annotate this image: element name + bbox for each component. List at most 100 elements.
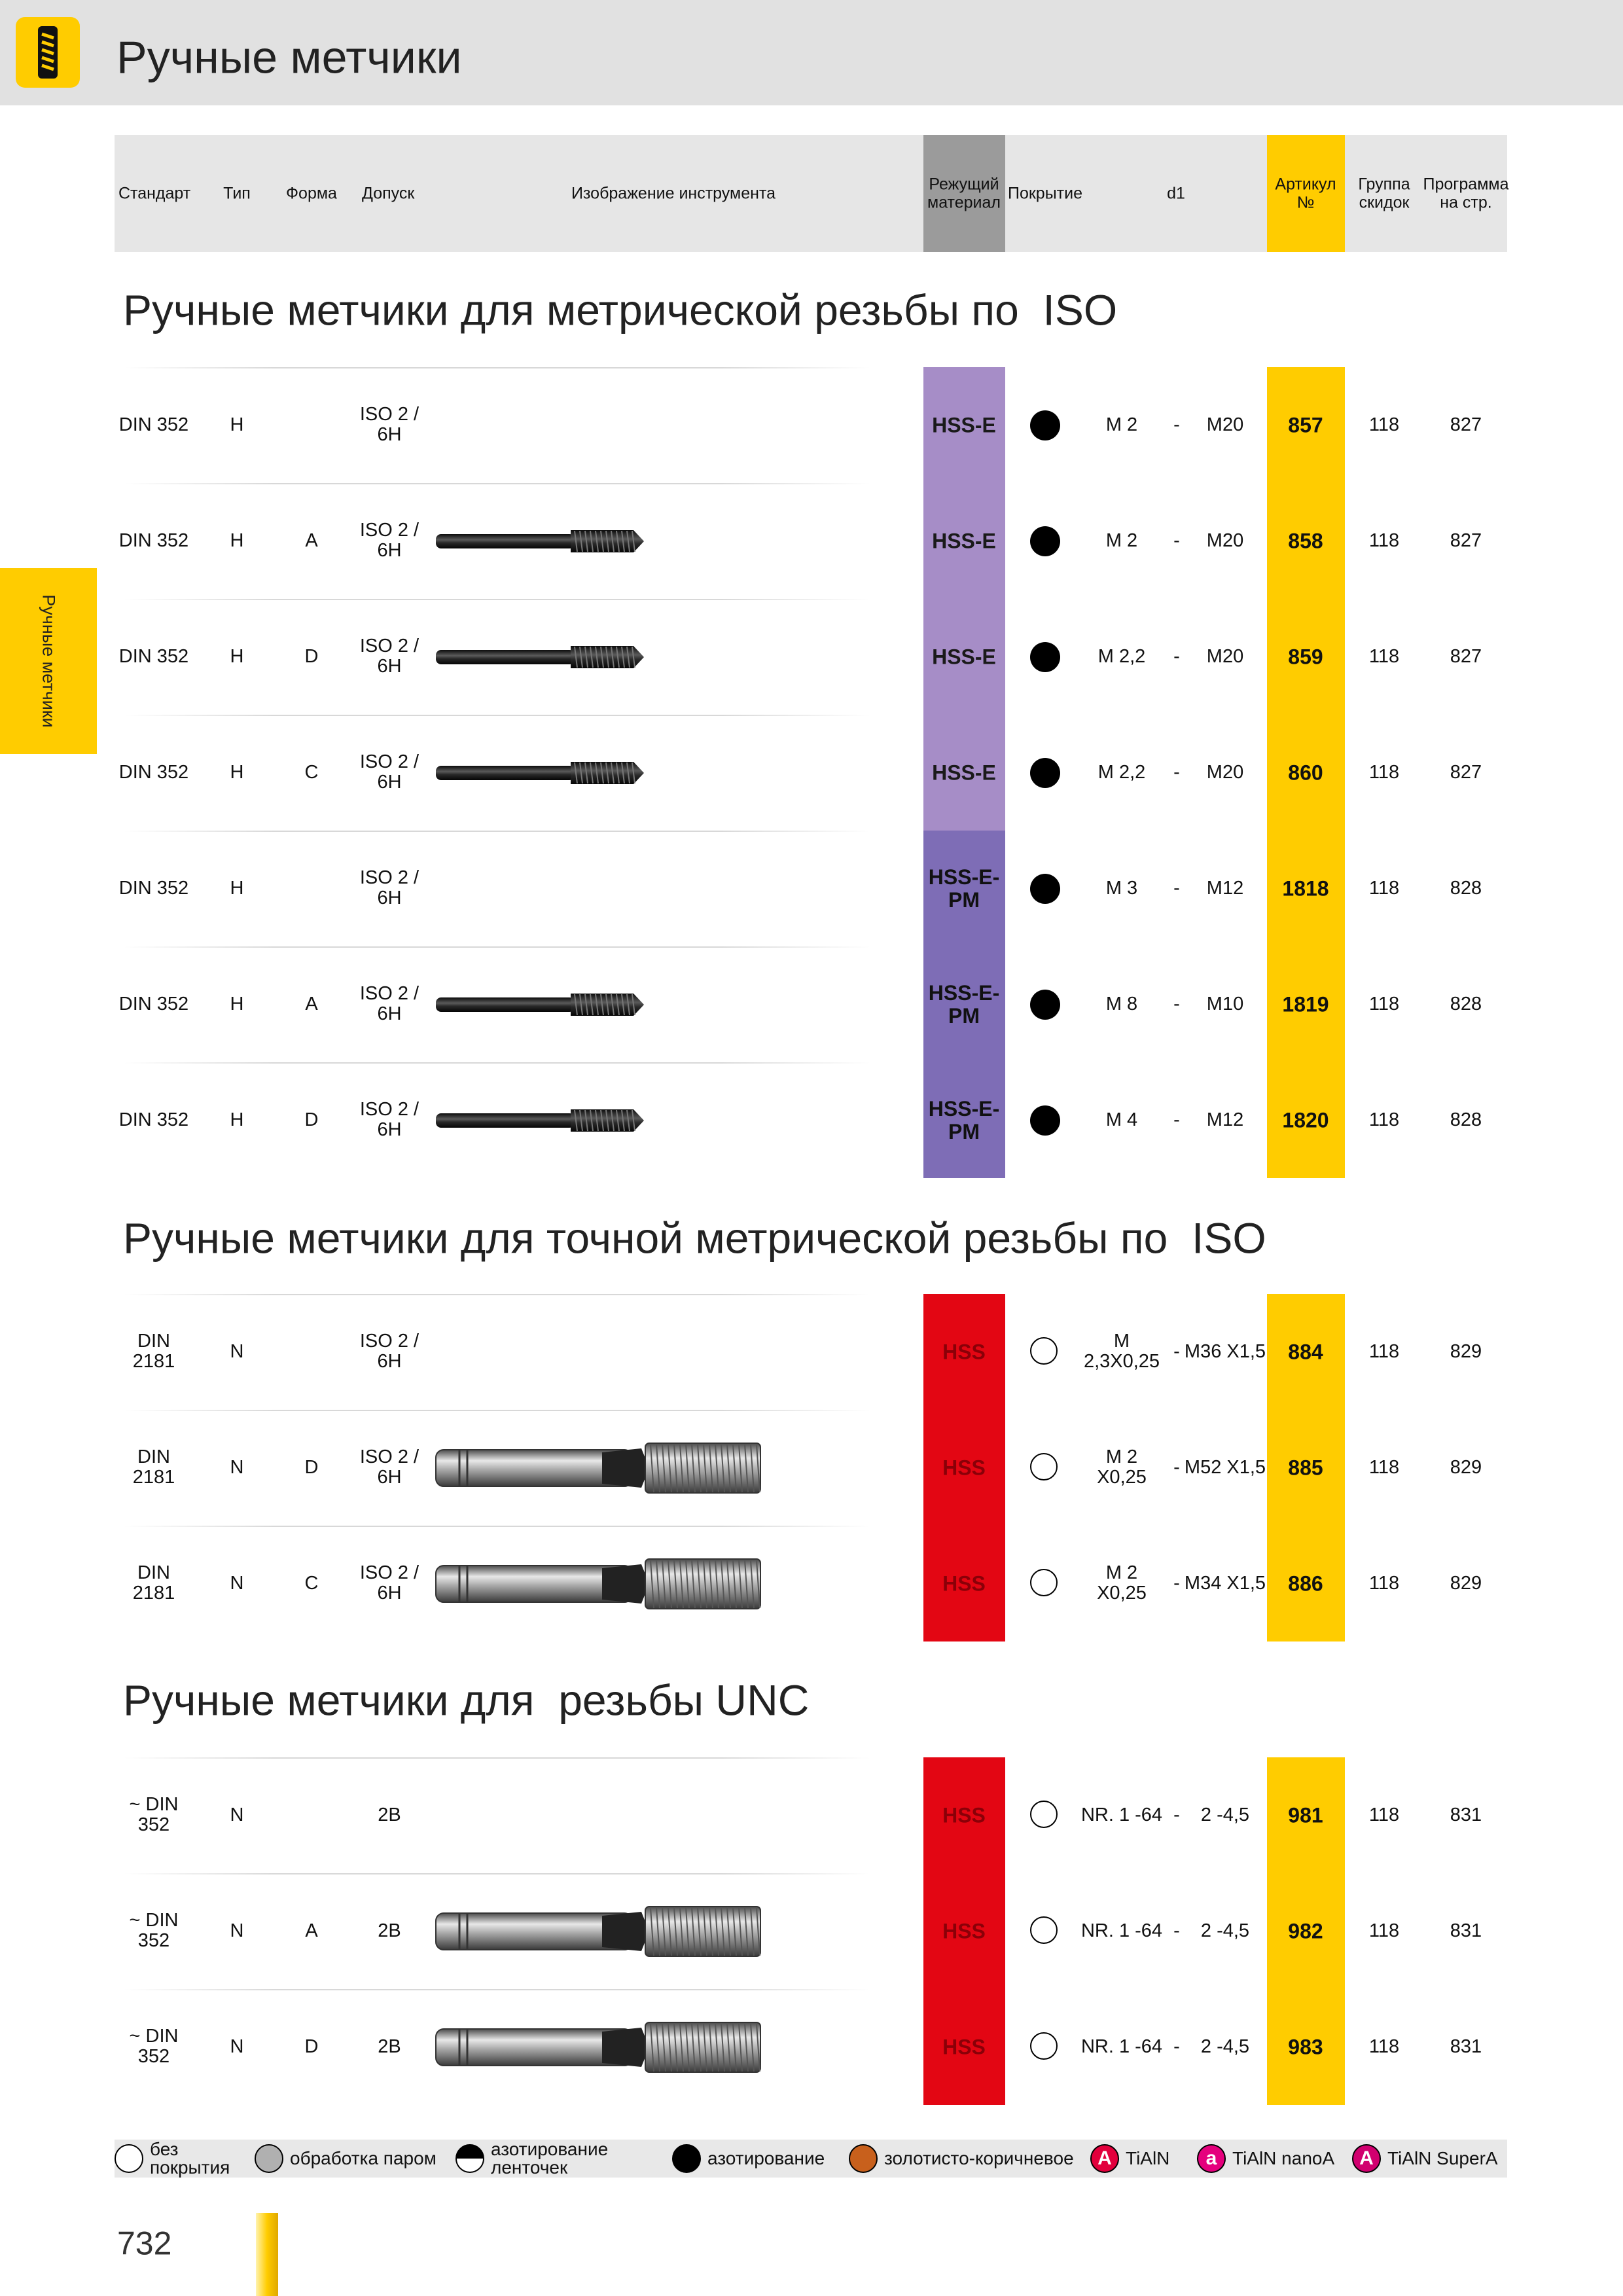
material-cell xyxy=(923,599,1005,715)
tool-image xyxy=(435,2021,761,2073)
form: C xyxy=(304,761,319,783)
tolerance: 2B xyxy=(378,2036,401,2057)
material: HSS xyxy=(942,1455,986,1479)
column-header: Тип xyxy=(223,184,251,203)
material-cell xyxy=(923,1526,1005,1641)
legend-swatch: a xyxy=(1197,2144,1226,2173)
catalog-page: 829 xyxy=(1450,1456,1482,1478)
tolerance: ISO 2 / 6H xyxy=(359,982,419,1025)
d1-dash: - xyxy=(1173,1109,1180,1130)
article-band xyxy=(1267,1757,1345,2105)
legend-swatch: A xyxy=(1352,2144,1381,2173)
row-separator xyxy=(124,1062,870,1064)
discount-group: 118 xyxy=(1368,414,1400,435)
catalog-page: 829 xyxy=(1450,1572,1482,1594)
article: 983 xyxy=(1288,2034,1323,2058)
article: 981 xyxy=(1288,1803,1323,1827)
catalog-page: 829 xyxy=(1450,1340,1482,1362)
row-separator xyxy=(124,946,870,948)
material-cell xyxy=(923,715,1005,831)
page-title: Ручные метчики xyxy=(116,31,462,83)
legend-swatch: A xyxy=(1090,2144,1119,2173)
standard: DIN 352 xyxy=(118,414,189,435)
section-title: Ручные метчики для метрической резьбы по… xyxy=(123,285,1118,334)
d1-from: M 3 xyxy=(1105,877,1138,899)
form: A xyxy=(305,993,318,1014)
d1-to: 2 -4,5 xyxy=(1200,1804,1250,1825)
material: HSS xyxy=(942,2034,986,2058)
legend-symbol: a xyxy=(1205,2147,1217,2169)
tolerance: ISO 2 / 6H xyxy=(359,867,419,909)
tolerance: 2B xyxy=(378,1804,401,1825)
type: H xyxy=(230,761,244,783)
legend-symbol: A xyxy=(1097,2147,1112,2169)
material: HSS-E xyxy=(932,644,996,668)
form: D xyxy=(304,2036,319,2057)
article: 1818 xyxy=(1282,876,1329,900)
tolerance: ISO 2 / 6H xyxy=(359,1562,419,1604)
form: D xyxy=(304,645,319,667)
legend-symbol: A xyxy=(1359,2147,1374,2169)
standard: DIN 2181 xyxy=(132,1446,175,1488)
d1-to: 2 -4,5 xyxy=(1200,2036,1250,2057)
tool-image xyxy=(436,1109,644,1132)
catalog-page: 828 xyxy=(1450,877,1482,899)
coating-dot xyxy=(1030,1452,1058,1480)
material: HSS-E xyxy=(932,528,996,552)
form: D xyxy=(304,1456,319,1478)
column-header: Режущий материал xyxy=(927,175,1001,211)
form: A xyxy=(305,529,318,551)
legend-swatch xyxy=(672,2144,701,2173)
discount-group: 118 xyxy=(1368,993,1400,1014)
article: 886 xyxy=(1288,1571,1323,1595)
discount-group: 118 xyxy=(1368,761,1400,783)
d1-from: M 2,2 xyxy=(1097,761,1146,783)
type: N xyxy=(230,1456,244,1478)
discount-group: 118 xyxy=(1368,1920,1400,1941)
coating-dot xyxy=(1030,526,1060,556)
legend-label: TiAlN xyxy=(1126,2148,1170,2168)
legend-swatch xyxy=(455,2144,484,2173)
tool-image xyxy=(435,1442,761,1494)
article-band xyxy=(1267,1294,1345,1641)
material: HSS xyxy=(942,1571,986,1595)
standard: ~ DIN 352 xyxy=(129,2025,179,2068)
d1-dash: - xyxy=(1173,2036,1180,2057)
material-cell xyxy=(923,1873,1005,1989)
catalog-page: 831 xyxy=(1450,1920,1482,1941)
section-title: Ручные метчики для резьбы UNC xyxy=(123,1676,810,1725)
material-cell xyxy=(923,483,1005,599)
coating-dot xyxy=(1030,873,1060,904)
discount-group: 118 xyxy=(1368,645,1400,667)
material-cell xyxy=(923,1989,1005,2105)
standard: ~ DIN 352 xyxy=(129,1909,179,1952)
d1-dash: - xyxy=(1173,1804,1180,1825)
d1-dash: - xyxy=(1173,761,1180,783)
material-cell xyxy=(923,367,1005,483)
discount-group: 118 xyxy=(1368,2036,1400,2057)
column-header: Изображение инструмента xyxy=(571,184,776,203)
material: HSS-E-PM xyxy=(928,1096,1000,1143)
d1-to: M12 xyxy=(1206,877,1244,899)
tool-image xyxy=(436,645,644,668)
row-separator xyxy=(124,1294,870,1295)
form: D xyxy=(304,1109,319,1130)
type: H xyxy=(230,877,244,899)
row-separator xyxy=(124,1757,870,1759)
article: 859 xyxy=(1288,644,1323,668)
standard: ~ DIN 352 xyxy=(129,1793,179,1836)
catalog-page: 827 xyxy=(1450,529,1482,551)
coating-dot xyxy=(1030,1568,1058,1596)
d1-to: M36 X1,5 xyxy=(1184,1340,1266,1362)
article: 858 xyxy=(1288,528,1323,552)
legend-label: золотисто-коричневое xyxy=(884,2148,1074,2168)
tolerance: ISO 2 / 6H xyxy=(359,519,419,562)
d1-from: M 2 xyxy=(1105,529,1138,551)
d1-from: NR. 1 -64 xyxy=(1080,1804,1163,1825)
section-title: Ручные метчики для точной метрической ре… xyxy=(123,1213,1266,1263)
d1-to: 2 -4,5 xyxy=(1200,1920,1250,1941)
d1-dash: - xyxy=(1173,645,1180,667)
standard: DIN 352 xyxy=(118,645,189,667)
standard: DIN 352 xyxy=(118,529,189,551)
